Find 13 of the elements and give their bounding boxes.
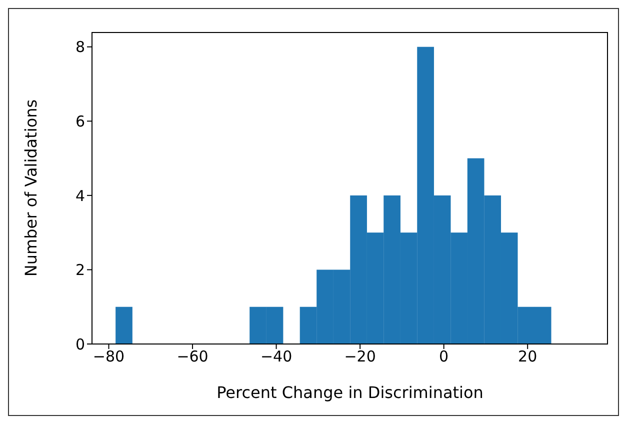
y-axis-title: Number of Validations — [22, 99, 41, 277]
x-tick-label: −40 — [260, 348, 292, 366]
y-tick-label: 8 — [75, 38, 85, 56]
y-tick-label: 4 — [75, 186, 85, 205]
x-tick-label: −20 — [344, 348, 376, 366]
y-tick-label: 2 — [75, 261, 85, 280]
x-tick-label: 20 — [518, 348, 538, 366]
x-tick-label: 0 — [439, 348, 449, 366]
y-tick-label: 6 — [75, 112, 85, 130]
x-tick-label: −80 — [92, 348, 125, 366]
x-axis-title: Percent Change in Discrimination — [216, 383, 484, 402]
x-tick-label: −60 — [176, 348, 208, 366]
y-tick-label: 0 — [75, 335, 85, 354]
